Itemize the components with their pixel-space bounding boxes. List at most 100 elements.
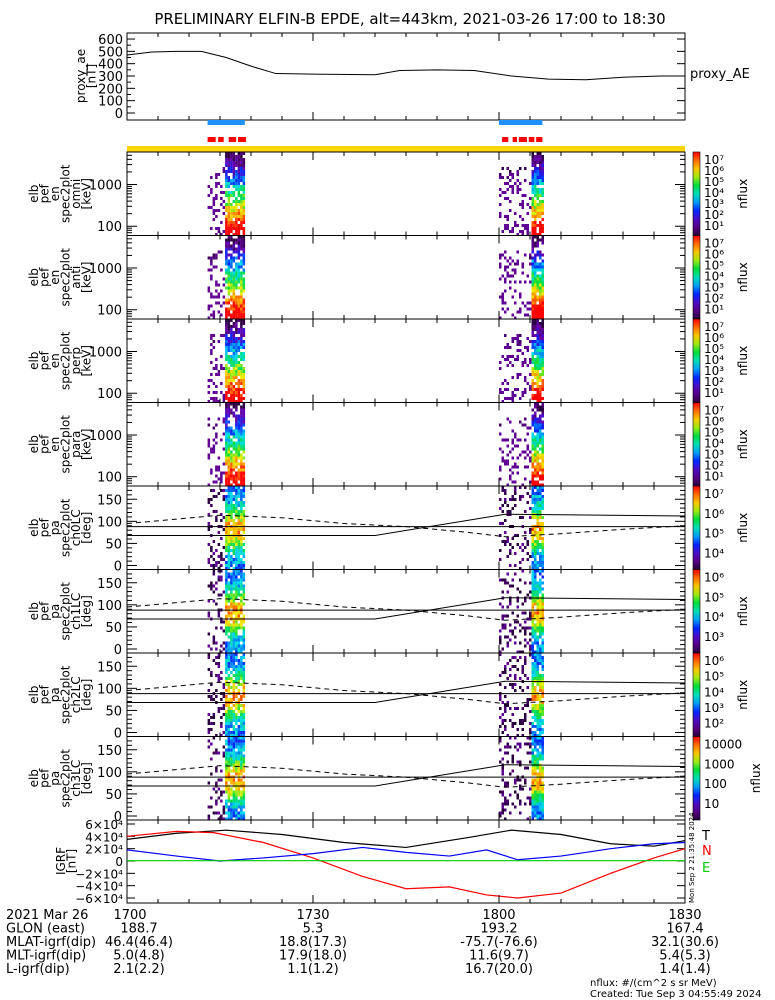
spectrogram-cell <box>534 191 537 194</box>
spectrogram-cell <box>232 459 236 463</box>
spectrogram-cell <box>227 522 231 525</box>
spectrogram-cell <box>541 271 544 275</box>
spectrogram-cell <box>230 340 233 343</box>
spectrogram-cell <box>237 802 241 806</box>
spectrogram-cell <box>541 450 544 454</box>
spectrogram-cell <box>514 212 517 215</box>
spectrogram-cell <box>230 564 233 567</box>
spectrogram-cell <box>534 212 537 215</box>
spectrogram-cell <box>531 420 534 424</box>
spectrogram-cell <box>227 572 231 576</box>
spectrogram-cell <box>227 754 231 758</box>
spectrogram-cell <box>237 349 241 352</box>
spectrogram-cell <box>506 537 509 540</box>
spectrogram-cell <box>235 787 238 791</box>
spectrogram-cell <box>235 522 238 525</box>
spectrogram-cell <box>237 230 241 233</box>
spectrogram-cell <box>237 728 241 731</box>
spectrogram-cell <box>232 790 236 794</box>
spectrogram-cell <box>232 170 236 173</box>
spectrogram-cell <box>222 367 226 370</box>
spectrogram-cell <box>531 388 534 391</box>
spectrogram-cell <box>539 325 542 328</box>
spectrogram-cell <box>240 626 243 630</box>
spectrogram-axis-label-line: [deg] <box>79 762 93 794</box>
spectrogram-cell <box>237 391 241 394</box>
spectrogram-cell <box>519 310 522 314</box>
spectrogram-cell <box>534 641 537 645</box>
spectrogram-cell <box>534 218 537 221</box>
spectrogram-cell <box>506 218 509 221</box>
spectrogram-cell <box>222 629 226 633</box>
igrf-ytick-label: −2×10⁴ <box>75 867 123 881</box>
spectrogram-cell <box>225 725 228 728</box>
spectrogram-cell <box>541 745 544 749</box>
spectrogram-cell <box>531 641 534 645</box>
spectrogram-cell <box>536 614 539 618</box>
spectrogram-cell <box>232 429 236 433</box>
spectrogram-cell <box>504 725 507 728</box>
spectrogram-cell <box>539 167 542 170</box>
spectrogram-cell <box>534 233 537 236</box>
xaxis-value: 193.2 <box>480 922 517 937</box>
spectrogram-cell <box>227 656 231 659</box>
colorbar-tick-label: 10⁷ <box>704 320 724 334</box>
spectrogram-cell <box>207 385 211 388</box>
spectrogram-cell <box>235 286 238 290</box>
spectrogram-cell <box>541 340 544 343</box>
spectrogram-cell <box>235 432 238 436</box>
spectrogram-cell <box>230 811 233 815</box>
spectrogram-cell <box>509 707 512 710</box>
spectrogram-cell <box>212 200 216 203</box>
spectrogram-cell <box>242 238 246 242</box>
spectrogram-cell <box>225 268 228 272</box>
spectrogram-cell <box>534 742 537 746</box>
spectrogram-cell <box>536 280 539 284</box>
spectrogram-cell <box>240 635 243 639</box>
spectrogram-cell <box>230 486 233 489</box>
spectrogram-cell <box>536 265 539 269</box>
spectrogram-cell <box>511 227 514 230</box>
spectrogram-cell <box>232 504 236 507</box>
spectrogram-cell <box>240 343 243 346</box>
spectrogram-cell <box>232 158 236 161</box>
spectrogram-cell <box>531 647 534 651</box>
igrf-legend-label: E <box>702 861 710 876</box>
spectrogram-cell <box>207 316 211 320</box>
spectrogram-cell <box>534 325 537 328</box>
spectrogram-ytick-label: 1000 <box>89 178 122 193</box>
spectrogram-cell <box>212 590 216 594</box>
spectrogram-cell <box>227 480 231 484</box>
spectrogram-axis-label-line: pa <box>48 687 62 702</box>
spectrogram-cell <box>240 543 243 546</box>
spectrogram-cell <box>235 587 238 591</box>
spectrogram-cell <box>210 498 213 501</box>
spectrogram-cell <box>230 450 233 454</box>
spectrogram-cell <box>240 352 243 355</box>
spectrogram-cell <box>215 519 218 522</box>
spectrogram-cell <box>225 155 228 158</box>
spectrogram-cell <box>240 322 243 325</box>
spectrogram-cell <box>504 665 507 668</box>
spectrogram-cell <box>237 483 241 487</box>
spectrogram-cell <box>524 304 527 308</box>
spectrogram-cell <box>536 611 539 615</box>
spectrogram-cell <box>220 304 223 308</box>
spectrogram-cell <box>230 510 233 513</box>
spectrogram-cell <box>539 689 542 692</box>
spectrogram-cell <box>242 352 246 355</box>
spectrogram-cell <box>506 581 509 585</box>
spectrogram-cell <box>529 722 532 725</box>
spectrogram-cell <box>230 426 233 430</box>
spectrogram-cell <box>215 695 218 698</box>
spectrogram-cell <box>541 629 544 633</box>
proxy-ae-axis-label-line: [nT] <box>84 64 98 88</box>
spectrogram-cell <box>526 364 529 367</box>
spectrogram-cell <box>242 745 246 749</box>
spectrogram-cell <box>232 587 236 591</box>
spectrogram-cell <box>242 653 246 656</box>
spectrogram-cell <box>511 632 514 636</box>
spectrogram-cell <box>536 734 539 737</box>
igrf-ytick-label: −4×10⁴ <box>75 880 123 894</box>
spectrogram-cell <box>539 742 542 746</box>
